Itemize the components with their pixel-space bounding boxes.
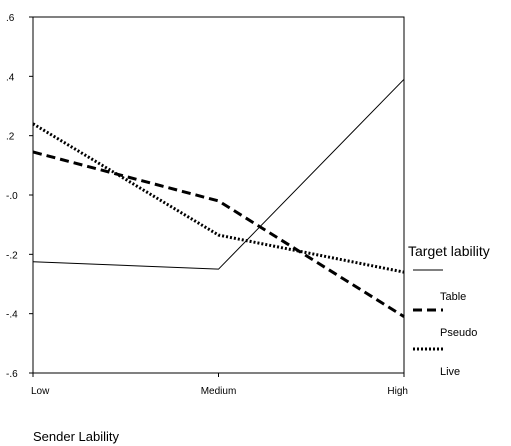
y-tick-label: -.6 [6,369,18,380]
y-tick-label: .2 [6,132,15,143]
series-line-table [32,78,405,270]
y-tick-label: -.2 [6,250,18,261]
legend-label-live: Live [440,366,460,378]
y-tick-label: -.0 [6,191,18,202]
legend-title: Target lability [408,243,490,259]
y-tick-label: .4 [6,72,15,83]
y-tick-label: .6 [6,13,15,24]
x-tick-label: Medium [201,386,237,397]
series-line-pseudo [32,150,405,318]
legend-label-pseudo: Pseudo [440,327,477,339]
series-line-live [32,122,405,274]
x-tick-label: High [387,386,408,397]
legend-label-table: Table [440,291,466,303]
plot-frame [32,16,405,374]
y-tick-label: -.4 [6,310,18,321]
x-tick-label: Low [31,386,50,397]
x-axis-label: Sender Lability [33,429,119,444]
